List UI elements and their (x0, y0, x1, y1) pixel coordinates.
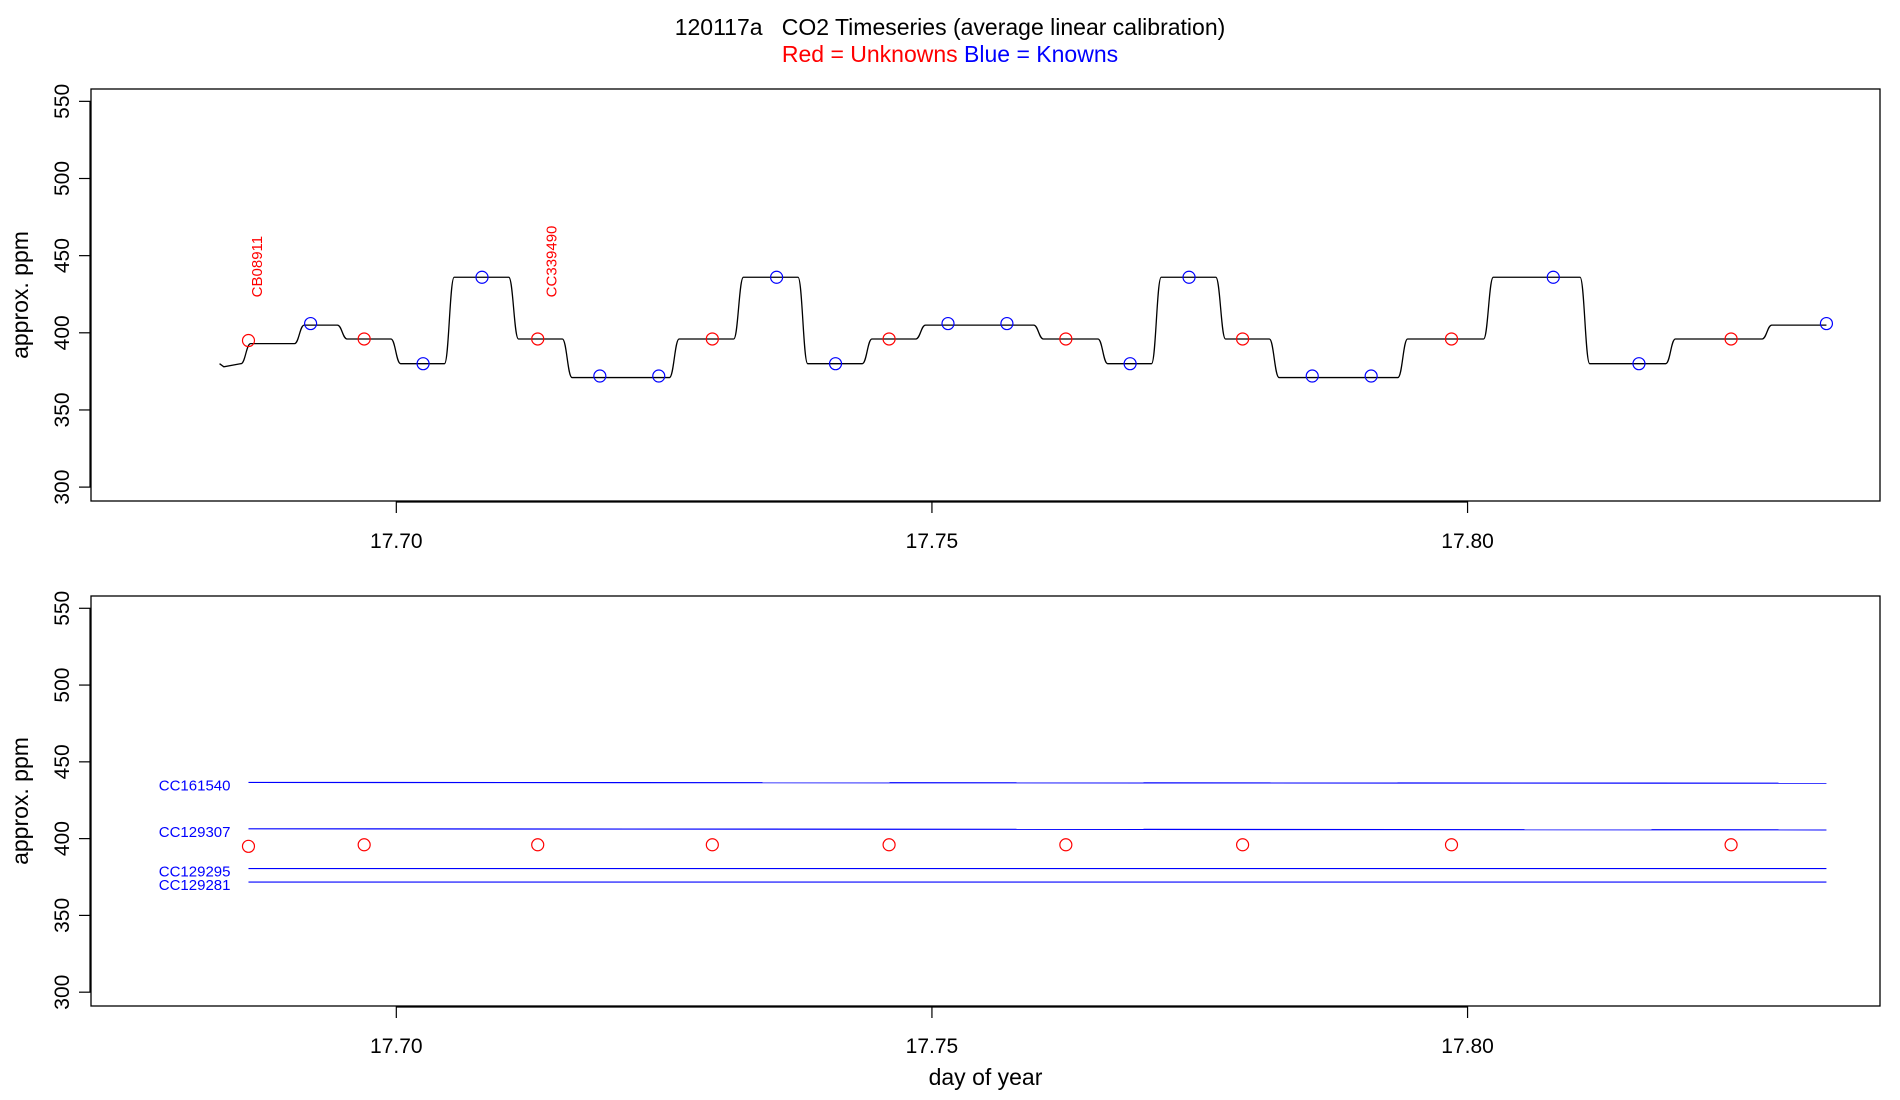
unknown-point (1236, 332, 1250, 346)
unknown-point (241, 839, 256, 853)
known-point (416, 357, 430, 371)
reference-line-label: CC129307 (159, 824, 231, 841)
sample-annotation: CC339490 (544, 226, 561, 298)
unknown-point (531, 332, 545, 346)
unknown-point (241, 333, 256, 348)
known-point (304, 316, 318, 331)
panel1-y-tick-label: 550 (51, 84, 74, 119)
panel2-x-axis-label: day of year (929, 1064, 1043, 1090)
panel2-x-tick-label: 17.80 (1441, 1035, 1494, 1058)
panel2-y-tick-label: 350 (51, 898, 74, 933)
known-point (475, 270, 489, 284)
reference-line-label: CC161540 (159, 777, 231, 794)
reference-line-label: CC129295 (159, 864, 231, 881)
unknown-point (357, 332, 371, 346)
unknown-point (1444, 838, 1459, 852)
known-point (828, 357, 843, 371)
panel1-y-tick-label: 400 (51, 315, 74, 350)
known-point (1364, 369, 1378, 383)
panel1-y-tick-label: 350 (51, 392, 74, 427)
reference-line (248, 828, 1827, 831)
panel2-y-tick-label: 300 (51, 975, 74, 1010)
panel1-x-tick-label: 17.75 (906, 530, 959, 553)
chart-title: 120117a CO2 Timeseries (average linear c… (674, 14, 1226, 40)
panel2-y-tick-label: 500 (51, 668, 74, 703)
unknown-point (1444, 332, 1459, 346)
panel1-y-tick-label: 300 (51, 470, 74, 505)
panel2-y-axis-label: approx. ppm (7, 737, 33, 865)
known-point (1182, 270, 1196, 284)
panel2-y-tick-label: 450 (51, 744, 74, 779)
unknown-point (882, 838, 896, 852)
panel2-x-tick-label: 17.75 (906, 1035, 959, 1058)
known-point (1819, 316, 1834, 331)
known-point (593, 369, 607, 383)
co2-trace-line (219, 276, 1827, 379)
panel1-y-axis-label: approx. ppm (7, 231, 33, 359)
panel2-y-tick-label: 550 (51, 591, 74, 626)
reference-line-label: CC129281 (159, 877, 231, 894)
known-point (1000, 316, 1014, 331)
unknown-point (1059, 332, 1073, 346)
subtitle-knowns: Blue = Knowns (964, 41, 1119, 67)
unknown-point (705, 332, 719, 346)
subtitle-unknowns: Red = Unknowns (781, 41, 958, 67)
known-point (770, 270, 784, 284)
unknown-point (357, 838, 371, 852)
panel2-plot-frame (90, 595, 1881, 1007)
panel1-plot-frame (90, 88, 1881, 502)
unknown-point (1236, 838, 1250, 852)
unknown-point (1724, 332, 1738, 346)
panel1-x-tick-label: 17.70 (370, 530, 423, 553)
sample-annotation: CB08911 (249, 236, 266, 297)
unknown-point (705, 838, 719, 852)
panel1-y-tick-label: 450 (51, 238, 74, 273)
known-point (652, 369, 666, 383)
known-point (941, 316, 955, 331)
known-point (1305, 369, 1319, 383)
unknown-point (1059, 838, 1073, 852)
panel1-x-tick-label: 17.80 (1441, 530, 1494, 553)
panel2-y-tick-label: 400 (51, 821, 74, 856)
chart-subtitle: Red = Unknowns Blue = Knowns (0, 41, 1900, 68)
unknown-point (1724, 838, 1738, 852)
unknown-point (531, 838, 545, 852)
known-point (1632, 357, 1646, 371)
panel1-y-tick-label: 500 (51, 161, 74, 196)
known-point (1123, 357, 1137, 371)
panel2-x-tick-label: 17.70 (370, 1035, 423, 1058)
unknown-point (882, 332, 896, 346)
reference-line (248, 781, 1827, 784)
known-point (1546, 270, 1560, 284)
